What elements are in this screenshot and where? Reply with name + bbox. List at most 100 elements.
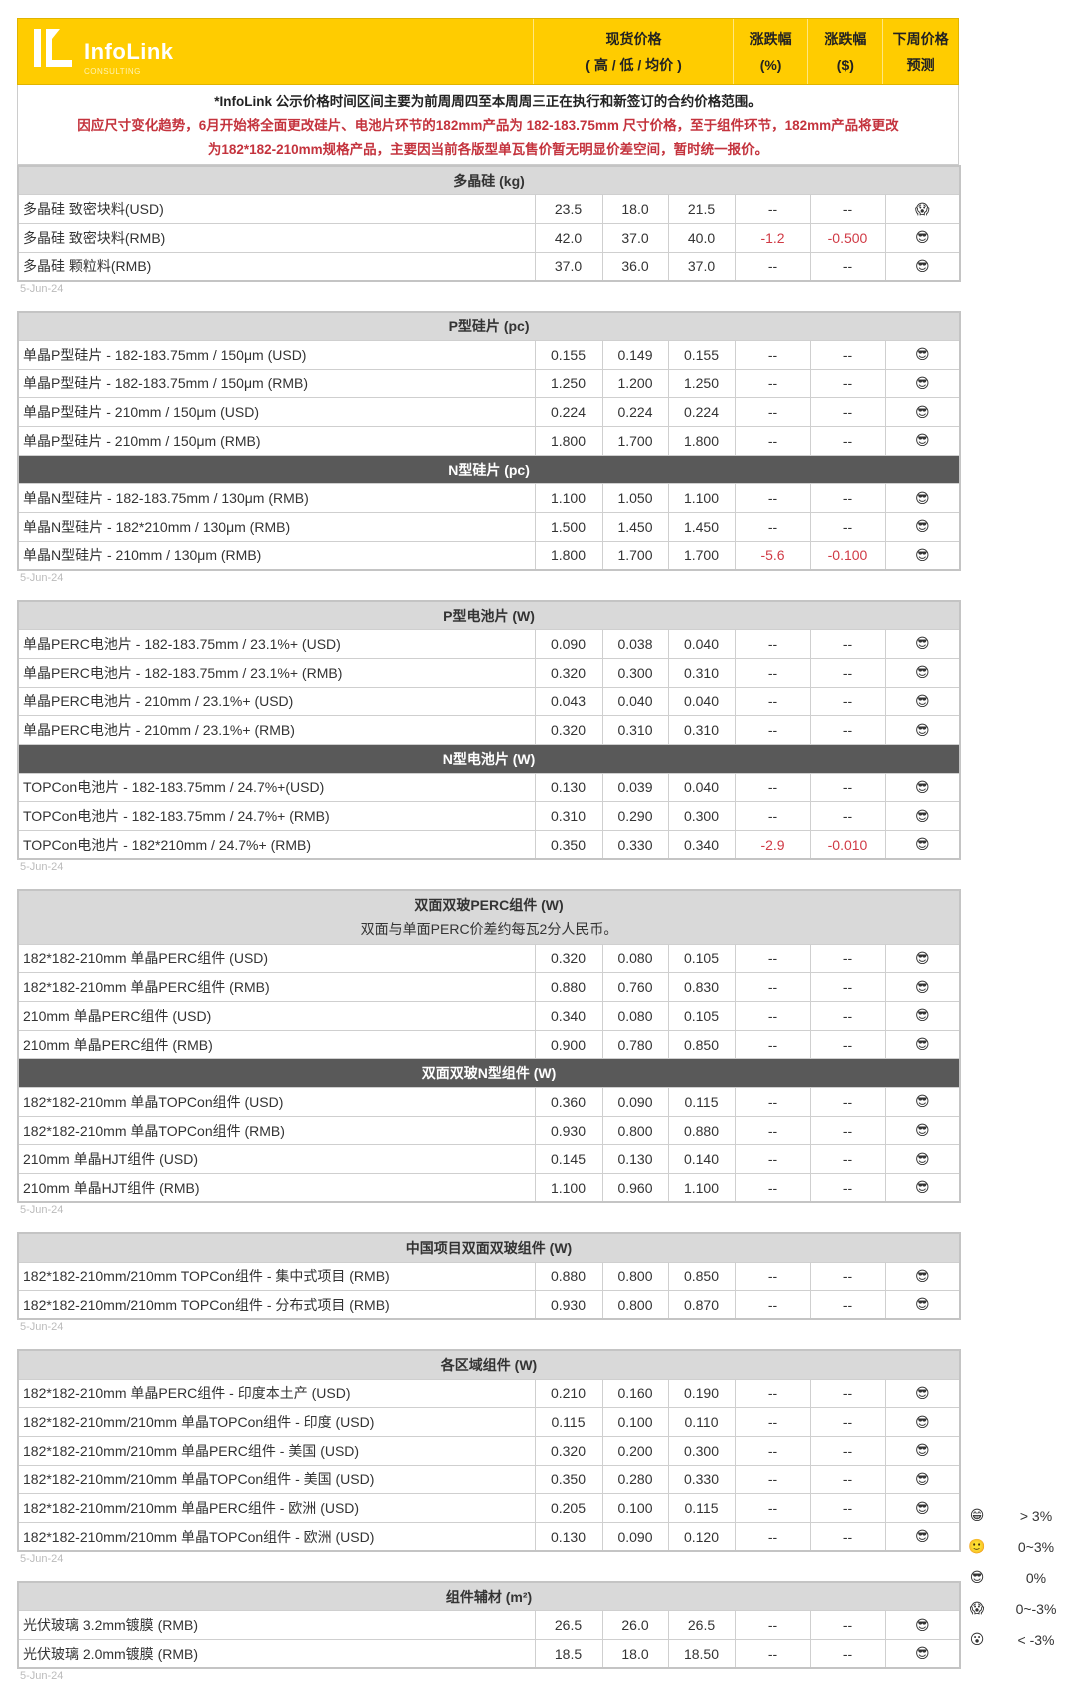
price-high: 0.115 xyxy=(534,1407,603,1437)
section-title: P型电池片 (W) xyxy=(443,607,535,624)
change-usd: -- xyxy=(809,1115,886,1146)
sunglasses-face-icon: 😎 xyxy=(914,403,930,420)
forecast-cell: 😎 xyxy=(884,629,961,659)
product-label: 单晶PERC电池片 - 182-183.75mm / 23.1%+ (USD) xyxy=(17,629,536,659)
change-pct: -- xyxy=(734,1115,811,1146)
change-usd: -- xyxy=(809,512,886,542)
change-pct: -- xyxy=(734,368,811,399)
price-avg: 0.115 xyxy=(667,1087,736,1117)
table-row: 单晶N型硅片 - 210mm / 130μm (RMB) 1.800 1.700 1.… xyxy=(17,540,961,571)
price-low: 0.290 xyxy=(601,801,669,831)
section-title-cell: P型电池片 (W) xyxy=(18,600,961,631)
table-row: 多晶硅 致密块料(USD) 23.5 18.0 21.5 -- -- 😱 xyxy=(17,194,961,224)
forecast-legend: 😁 > 3% 🙂 0~3% 😎 0% 😱 0~-3% 😮 < -3% xyxy=(962,1500,1080,1655)
price-high: 0.900 xyxy=(534,1029,603,1060)
price-low: 36.0 xyxy=(601,251,669,282)
price-low: 0.038 xyxy=(601,629,669,659)
infolink-logo: InfoLink CONSULTING xyxy=(18,19,535,84)
price-low: 0.100 xyxy=(601,1493,669,1523)
forecast-label: 下周价格 xyxy=(892,30,949,47)
table-row: 单晶PERC电池片 - 210mm / 23.1%+ (USD) 0.043 0.0… xyxy=(17,686,961,717)
date-stamp: 5-Jun-24 xyxy=(20,1670,64,1683)
price-high: 0.320 xyxy=(534,657,603,688)
price-high: 1.800 xyxy=(534,540,603,571)
product-label: 210mm 单晶PERC组件 (RMB) xyxy=(17,1029,536,1060)
section-header: N型电池片 (W) xyxy=(18,743,961,774)
price-avg: 0.330 xyxy=(667,1464,736,1495)
sunglasses-face-icon: 😎 xyxy=(914,257,930,274)
change-pct: -- xyxy=(734,1144,811,1175)
legend-item: 😎 0% xyxy=(962,1562,1080,1593)
table-row: TOPCon电池片 - 182*210mm / 24.7%+ (RMB) 0.35… xyxy=(17,829,961,860)
price-avg: 0.040 xyxy=(667,772,736,803)
sunglasses-face-icon: 😎 xyxy=(914,374,930,391)
price-low: 0.090 xyxy=(601,1522,669,1552)
table-row: 182*182-210mm/210mm 单晶PERC组件 - 欧洲 (USD) 0… xyxy=(17,1493,961,1523)
legend-item: 😮 < -3% xyxy=(962,1624,1080,1655)
table-row: 多晶硅 致密块料(RMB) 42.0 37.0 40.0 -1.2 -0.500 😎 xyxy=(17,222,961,253)
price-avg: 37.0 xyxy=(667,251,736,282)
sunglasses-face-icon: 😎 xyxy=(914,518,930,535)
sunglasses-face-icon: 😎 xyxy=(914,229,930,246)
price-high: 1.100 xyxy=(534,1173,603,1203)
forecast-cell: 😎 xyxy=(884,1464,961,1495)
product-label: 单晶P型硅片 - 210mm / 150μm (USD) xyxy=(17,397,536,427)
change-usd: -0.500 xyxy=(809,222,886,253)
price-avg: 0.880 xyxy=(667,1115,736,1146)
legend-label: 0% xyxy=(1025,1569,1047,1586)
product-label: TOPCon电池片 - 182-183.75mm / 24.7%+(USD) xyxy=(17,772,536,803)
price-high: 0.880 xyxy=(534,1261,603,1292)
price-avg: 0.105 xyxy=(667,1001,736,1031)
sunglasses-face-icon: 😎 xyxy=(914,1528,930,1545)
product-label: 210mm 单晶HJT组件 (RMB) xyxy=(17,1173,536,1203)
change-pct: -- xyxy=(734,512,811,542)
section-title: 多晶硅 (kg) xyxy=(453,172,525,189)
forecast-cell: 😎 xyxy=(884,397,961,427)
sunglasses-face-icon: 😎 xyxy=(914,664,930,681)
product-label: 182*182-210mm/210mm 单晶PERC组件 - 美国 (USD) xyxy=(17,1435,536,1466)
table-row: 182*182-210mm 单晶PERC组件 (USD) 0.320 0.080 0.… xyxy=(17,943,961,974)
product-label: 光伏玻璃 3.2mm镀膜 (RMB) xyxy=(17,1610,536,1641)
forecast-cell: 😎 xyxy=(884,801,961,831)
grinning-face-icon: 😁 xyxy=(969,1507,985,1523)
forecast-cell: 😎 xyxy=(884,512,961,542)
change-pct: -- xyxy=(734,801,811,831)
forecast-cell: 😎 xyxy=(884,483,961,514)
forecast-cell: 😎 xyxy=(884,1001,961,1031)
sunglasses-face-icon: 😎 xyxy=(914,1616,930,1633)
notice-box: *InfoLink 公示价格时间区间主要为前周周四至本周周三正在执行和新签订的合… xyxy=(17,85,959,165)
change-pct: -- xyxy=(734,1173,811,1203)
price-avg: 1.800 xyxy=(667,426,736,456)
price-low: 0.960 xyxy=(601,1173,669,1203)
table-row: 182*182-210mm 单晶PERC组件 - 印度本土产 (USD) 0.21… xyxy=(17,1378,961,1409)
section-title-cell: 多晶硅 (kg) xyxy=(18,165,961,196)
change-usd: -- xyxy=(809,483,886,514)
sunglasses-face-icon: 😎 xyxy=(914,1267,930,1284)
price-avg: 0.040 xyxy=(667,629,736,659)
forecast-label-2: 预测 xyxy=(906,56,935,73)
forecast-cell: 😎 xyxy=(884,426,961,456)
change-pct: -- xyxy=(734,1261,811,1292)
price-low: 0.800 xyxy=(601,1115,669,1146)
product-label: 182*182-210mm/210mm TOPCon组件 - 分布式项目 (RM… xyxy=(17,1290,536,1320)
sunglasses-face-icon: 😎 xyxy=(914,1093,930,1110)
sunglasses-face-icon: 😎 xyxy=(914,1122,930,1139)
price-low: 1.200 xyxy=(601,368,669,399)
change-pct: -- xyxy=(734,1290,811,1320)
sunglasses-face-icon: 😎 xyxy=(914,1470,930,1487)
product-label: 210mm 单晶PERC组件 (USD) xyxy=(17,1001,536,1031)
price-low: 1.700 xyxy=(601,426,669,456)
sunglasses-face-icon: 😎 xyxy=(914,1036,930,1053)
change-usd-unit: ($) xyxy=(836,56,854,73)
forecast-cell: 😎 xyxy=(884,1029,961,1060)
change-pct: -- xyxy=(734,972,811,1002)
price-low: 0.200 xyxy=(601,1435,669,1466)
forecast-cell: 😎 xyxy=(884,368,961,399)
price-high: 1.800 xyxy=(534,426,603,456)
product-label: 182*182-210mm/210mm 单晶PERC组件 - 欧洲 (USD) xyxy=(17,1493,536,1523)
price-avg: 0.310 xyxy=(667,715,736,745)
price-low: 0.080 xyxy=(601,1001,669,1031)
legend-item: 😁 > 3% xyxy=(962,1500,1080,1531)
change-usd: -- xyxy=(809,1522,886,1552)
price-avg: 0.340 xyxy=(667,829,736,860)
